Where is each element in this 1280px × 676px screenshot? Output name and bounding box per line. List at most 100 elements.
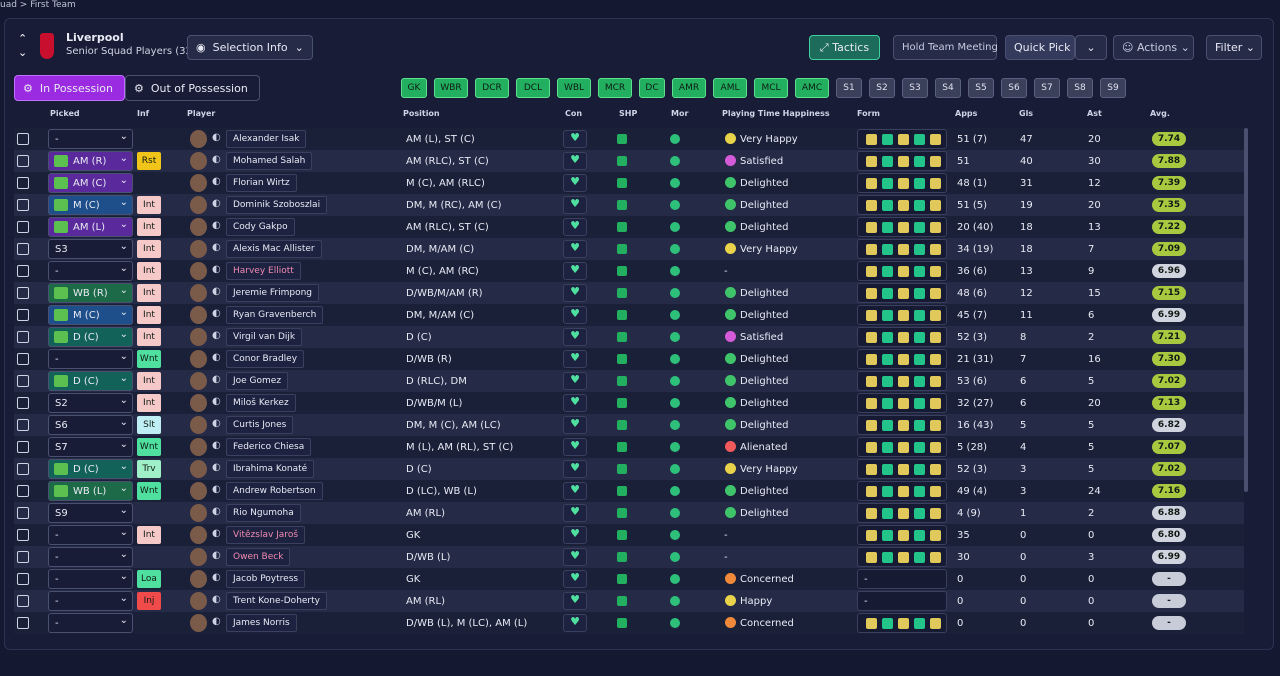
table-row[interactable]: AM (R) ⌄ Rst ◐ Mohamed Salah AM (RLC), ST (C)… xyxy=(14,150,1244,172)
position-button[interactable]: MCR xyxy=(598,78,632,98)
assists: 3 xyxy=(1088,551,1095,563)
player-name: Trent Kone-Doherty xyxy=(226,592,327,610)
table-row[interactable]: AM (L) ⌄ Int ◐ Cody Gakpo AM (RLC), ST (C) ♥ De… xyxy=(14,216,1244,238)
table-row[interactable]: - ⌄ ◐ James Norris D/WB (L), M (LC), AM (L) ♥… xyxy=(14,612,1244,634)
column-header[interactable]: Inf xyxy=(137,109,150,118)
checkbox xyxy=(17,199,29,211)
condition: ♥ xyxy=(563,306,587,324)
apps: 36 (6) xyxy=(957,265,988,277)
column-header[interactable]: Avg. xyxy=(1150,109,1170,118)
table-row[interactable]: M (C) ⌄ Int ◐ Ryan Gravenberch DM, M/AM (C) ♥ D… xyxy=(14,304,1244,326)
out-possession-tab[interactable]: ⚙ Out of Possession xyxy=(125,75,260,101)
selection-info-button[interactable]: ◉ Selection Info ⌄ xyxy=(187,35,313,60)
form-square xyxy=(898,486,909,497)
table-row[interactable]: S2 ⌄ Int ◐ Miloš Kerkez D/WB/M (L) ♥ Delighted 3… xyxy=(14,392,1244,414)
sharpness xyxy=(617,552,627,562)
average-rating: 7.09 xyxy=(1152,242,1186,256)
table-row[interactable]: AM (C) ⌄ ◐ Florian Wirtz M (C), AM (RLC) ♥ Del… xyxy=(14,172,1244,194)
table-row[interactable]: WB (R) ⌄ Int ◐ Jeremie Frimpong D/WB/M/AM (R)… xyxy=(14,282,1244,304)
position-button[interactable]: DCL xyxy=(516,78,550,98)
team-meeting-button[interactable]: Hold Team Meeting xyxy=(893,35,998,60)
position-button[interactable]: AMC xyxy=(795,78,829,98)
sort-arrows[interactable]: ⌃ ⌄ xyxy=(18,32,28,59)
condition: ♥ xyxy=(563,328,587,346)
sub-button[interactable]: S2 xyxy=(869,78,895,98)
column-header[interactable]: SHP xyxy=(619,109,638,118)
table-row[interactable]: D (C) ⌄ Int ◐ Virgil van Dijk D (C) ♥ Satisfied… xyxy=(14,326,1244,348)
column-header[interactable]: Position xyxy=(403,109,440,118)
sharpness xyxy=(617,596,627,606)
table-row[interactable]: S6 ⌄ Slt ◐ Curtis Jones DM, M (C), AM (LC) ♥ De… xyxy=(14,414,1244,436)
sub-button[interactable]: S1 xyxy=(836,78,862,98)
position-button[interactable]: DC xyxy=(639,78,665,98)
sub-button[interactable]: S4 xyxy=(935,78,961,98)
morale xyxy=(670,530,680,540)
average-rating: 6.88 xyxy=(1152,506,1186,520)
crumb[interactable]: uad xyxy=(0,0,17,10)
table-row[interactable]: M (C) ⌄ Int ◐ Dominik Szoboszlai DM, M (RC), … xyxy=(14,194,1244,216)
assists: 5 xyxy=(1088,419,1095,431)
table-row[interactable]: - ⌄ Wnt ◐ Conor Bradley D/WB (R) ♥ Delighted 21 … xyxy=(14,348,1244,370)
sub-button[interactable]: S6 xyxy=(1001,78,1027,98)
assists: 7 xyxy=(1088,243,1095,255)
assists: 13 xyxy=(1088,221,1101,233)
crumb[interactable]: First Team xyxy=(30,0,76,10)
column-header[interactable]: Player xyxy=(187,109,216,118)
table-row[interactable]: - ⌄ ◐ Alexander Isak AM (L), ST (C) ♥ Very Hap… xyxy=(14,128,1244,150)
sub-button[interactable]: S8 xyxy=(1067,78,1093,98)
tactics-button[interactable]: ⤢ Tactics xyxy=(809,35,880,60)
filter-button[interactable]: Filter ⌄ xyxy=(1206,35,1262,60)
table-row[interactable]: - ⌄ Inj ◐ Trent Kone-Doherty AM (RL) ♥ Happy -0 0… xyxy=(14,590,1244,612)
column-header[interactable]: Mor xyxy=(671,109,689,118)
quick-pick-button[interactable]: Quick Pick xyxy=(1005,35,1075,60)
assists: 0 xyxy=(1088,617,1095,629)
position-button[interactable]: AML xyxy=(713,78,747,98)
sub-button[interactable]: S5 xyxy=(968,78,994,98)
happiness: Delighted xyxy=(740,309,789,321)
form-square xyxy=(930,288,941,299)
mood-face xyxy=(725,617,736,628)
quick-pick-menu[interactable]: ⌄ xyxy=(1075,35,1107,60)
scrollbar[interactable] xyxy=(1244,128,1248,492)
table-row[interactable]: - ⌄ Int ◐ Vitězslav Jaroš GK ♥ - 35 0 0 6.80 xyxy=(14,524,1244,546)
table-row[interactable]: - ⌄ ◐ Owen Beck D/WB (L) ♥ - 30 0 3 6.99 xyxy=(14,546,1244,568)
table-row[interactable]: - ⌄ Int ◐ Harvey Elliott M (C), AM (RC) ♥ - 36 (… xyxy=(14,260,1244,282)
column-header[interactable]: Gls xyxy=(1019,109,1034,118)
checkbox xyxy=(17,595,29,607)
position-button[interactable]: DCR xyxy=(475,78,509,98)
column-header[interactable]: Playing Time Happiness xyxy=(722,109,830,118)
sub-button[interactable]: S9 xyxy=(1100,78,1126,98)
player-photo xyxy=(190,460,207,478)
position-button[interactable]: WBR xyxy=(434,78,468,98)
position-button[interactable]: GK xyxy=(401,78,427,98)
actions-button[interactable]: ☺ Actions ⌄ xyxy=(1113,35,1194,60)
table-row[interactable]: WB (L) ⌄ Wnt ◐ Andrew Robertson D (LC), WB (L… xyxy=(14,480,1244,502)
position-button[interactable]: WBL xyxy=(557,78,591,98)
column-header[interactable]: Form xyxy=(857,109,880,118)
in-possession-tab[interactable]: ⚙ In Possession xyxy=(14,75,125,101)
column-header[interactable]: Con xyxy=(565,109,583,118)
apps: 51 xyxy=(957,155,970,167)
sub-button[interactable]: S3 xyxy=(902,78,928,98)
position-button[interactable]: AMR xyxy=(672,78,706,98)
form-square xyxy=(930,442,941,453)
column-header[interactable]: Picked xyxy=(50,109,80,118)
checkbox xyxy=(17,177,29,189)
table-row[interactable]: D (C) ⌄ Int ◐ Joe Gomez D (RLC), DM ♥ Delighted… xyxy=(14,370,1244,392)
form-square xyxy=(930,376,941,387)
position-button[interactable]: MCL xyxy=(754,78,788,98)
mood-face xyxy=(725,485,736,496)
column-header[interactable]: Ast xyxy=(1087,109,1102,118)
dropdown-arrow: ⌄ xyxy=(119,175,128,186)
sub-button[interactable]: S7 xyxy=(1034,78,1060,98)
apps: 52 (3) xyxy=(957,463,988,475)
column-header[interactable]: Apps xyxy=(955,109,978,118)
player-name: Jeremie Frimpong xyxy=(226,284,320,302)
table-row[interactable]: D (C) ⌄ Trv ◐ Ibrahima Konaté D (C) ♥ Very Happ… xyxy=(14,458,1244,480)
table-row[interactable]: - ⌄ Loa ◐ Jacob Poytress GK ♥ Concerned - 0 0 0 - xyxy=(14,568,1244,590)
table-row[interactable]: S3 ⌄ Int ◐ Alexis Mac Allister DM, M/AM (C) ♥ V… xyxy=(14,238,1244,260)
apps: 30 xyxy=(957,551,970,563)
table-row[interactable]: S7 ⌄ Wnt ◐ Federico Chiesa M (L), AM (RL), ST… xyxy=(14,436,1244,458)
table-row[interactable]: S9 ⌄ ◐ Rio Ngumoha AM (RL) ♥ Delighted 4 (9) 1 2 6… xyxy=(14,502,1244,524)
form-square xyxy=(866,552,877,563)
